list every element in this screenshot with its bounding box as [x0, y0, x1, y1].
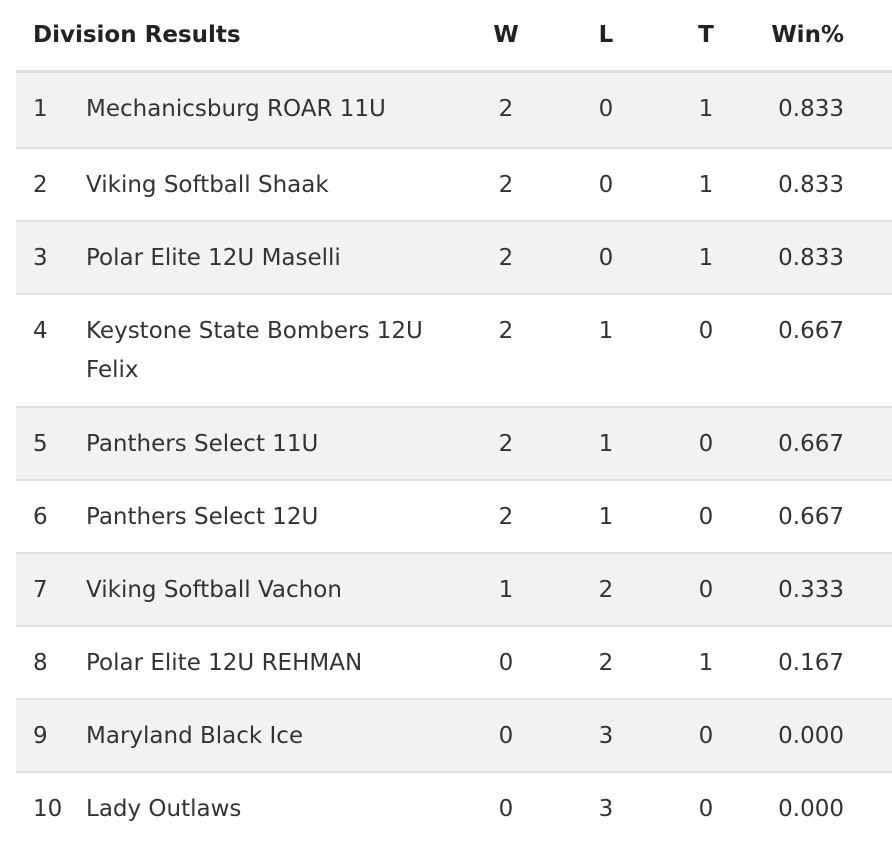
team-name-cell[interactable]: Lady Outlaws	[86, 796, 242, 822]
table-row: 3 Polar Elite 12U Maselli 2 0 1 0.833	[16, 222, 892, 295]
rank-cell: 1	[33, 96, 48, 122]
table-row: 2 Viking Softball Shaak 2 0 1 0.833	[16, 149, 892, 222]
wins-cell: 2	[498, 318, 514, 344]
losses-cell: 2	[598, 650, 614, 676]
table-row: 6 Panthers Select 12U 2 1 0 0.667	[16, 481, 892, 554]
team-name-cell[interactable]: Polar Elite 12U REHMAN	[86, 650, 363, 676]
win-pct-cell: 0.833	[778, 172, 844, 198]
table-header: Division Results W L T Win%	[16, 0, 892, 73]
table-row: 9 Maryland Black Ice 0 3 0 0.000	[16, 700, 892, 773]
col-header-losses[interactable]: L	[598, 22, 614, 48]
wins-cell: 0	[498, 796, 514, 822]
table-row: 10 Lady Outlaws 0 3 0 0.000	[16, 773, 892, 847]
ties-cell: 0	[698, 318, 714, 344]
table-row: 5 Panthers Select 11U 2 1 0 0.667	[16, 408, 892, 481]
wins-cell: 2	[498, 96, 514, 122]
losses-cell: 0	[598, 245, 614, 271]
col-header-win-pct[interactable]: Win%	[771, 22, 844, 48]
losses-cell: 3	[598, 796, 614, 822]
losses-cell: 1	[598, 431, 614, 457]
rank-cell: 4	[33, 318, 48, 344]
team-name-cell[interactable]: Panthers Select 12U	[86, 504, 319, 530]
rank-cell: 2	[33, 172, 48, 198]
win-pct-cell: 0.000	[778, 796, 844, 822]
col-header-wins[interactable]: W	[493, 22, 519, 48]
rank-cell: 10	[33, 796, 63, 822]
win-pct-cell: 0.167	[778, 650, 844, 676]
losses-cell: 3	[598, 723, 614, 749]
win-pct-cell: 0.667	[778, 431, 844, 457]
wins-cell: 2	[498, 504, 514, 530]
ties-cell: 0	[698, 504, 714, 530]
ties-cell: 1	[698, 172, 714, 198]
table-title: Division Results	[33, 22, 241, 48]
rank-cell: 5	[33, 431, 48, 457]
win-pct-cell: 0.667	[778, 318, 844, 344]
ties-cell: 0	[698, 431, 714, 457]
rank-cell: 7	[33, 577, 48, 603]
team-name-cell[interactable]: Viking Softball Shaak	[86, 172, 329, 198]
wins-cell: 2	[498, 172, 514, 198]
win-pct-cell: 0.833	[778, 96, 844, 122]
wins-cell: 0	[498, 650, 514, 676]
losses-cell: 2	[598, 577, 614, 603]
ties-cell: 0	[698, 796, 714, 822]
wins-cell: 2	[498, 431, 514, 457]
win-pct-cell: 0.333	[778, 577, 844, 603]
team-name-cell[interactable]: Mechanicsburg ROAR 11U	[86, 96, 386, 122]
win-pct-cell: 0.000	[778, 723, 844, 749]
division-results-table: Division Results W L T Win% 1 Mechanicsb…	[16, 0, 892, 847]
wins-cell: 1	[498, 577, 514, 603]
ties-cell: 0	[698, 723, 714, 749]
rank-cell: 3	[33, 245, 48, 271]
table-row: 8 Polar Elite 12U REHMAN 0 2 1 0.167	[16, 627, 892, 700]
col-header-ties[interactable]: T	[698, 22, 714, 48]
ties-cell: 1	[698, 245, 714, 271]
rank-cell: 6	[33, 504, 48, 530]
team-name-cell[interactable]: Viking Softball Vachon	[86, 577, 342, 603]
team-name-cell[interactable]: Keystone State Bombers 12U Felix	[86, 318, 423, 383]
table-row: 7 Viking Softball Vachon 1 2 0 0.333	[16, 554, 892, 627]
losses-cell: 1	[598, 504, 614, 530]
win-pct-cell: 0.667	[778, 504, 844, 530]
losses-cell: 0	[598, 172, 614, 198]
ties-cell: 0	[698, 577, 714, 603]
wins-cell: 0	[498, 723, 514, 749]
team-name-cell[interactable]: Panthers Select 11U	[86, 431, 319, 457]
team-name-cell[interactable]: Polar Elite 12U Maselli	[86, 245, 341, 271]
table-row: 4 Keystone State Bombers 12U Felix 2 1 0…	[16, 295, 892, 408]
ties-cell: 1	[698, 96, 714, 122]
win-pct-cell: 0.833	[778, 245, 844, 271]
wins-cell: 2	[498, 245, 514, 271]
losses-cell: 1	[598, 318, 614, 344]
rank-cell: 8	[33, 650, 48, 676]
losses-cell: 0	[598, 96, 614, 122]
ties-cell: 1	[698, 650, 714, 676]
team-name-cell[interactable]: Maryland Black Ice	[86, 723, 304, 749]
table-row: 1 Mechanicsburg ROAR 11U 2 0 1 0.833	[16, 73, 892, 149]
rank-cell: 9	[33, 723, 48, 749]
